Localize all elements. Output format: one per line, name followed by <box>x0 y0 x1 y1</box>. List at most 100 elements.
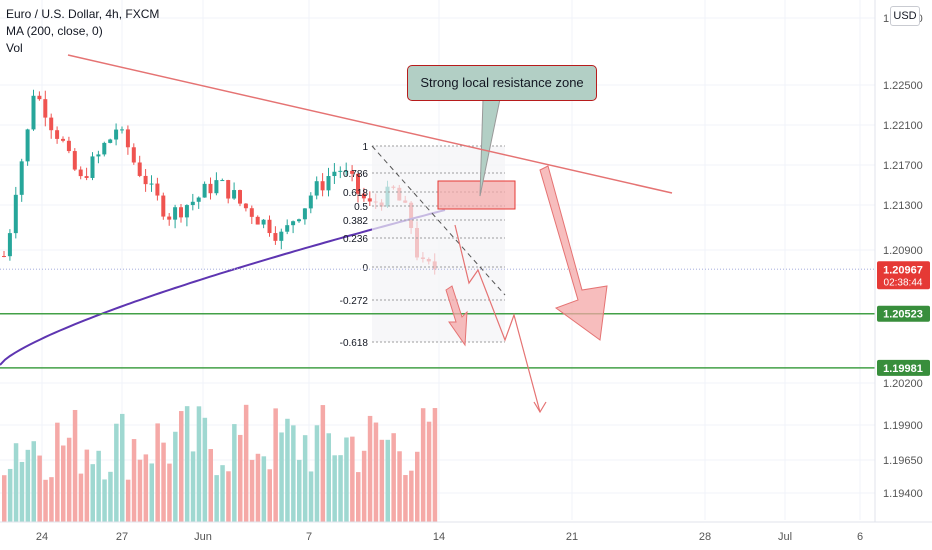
candle-body <box>226 180 231 199</box>
candle-body <box>320 181 325 191</box>
volume-bar <box>114 423 119 522</box>
time-axis-tick: Jul <box>778 531 792 543</box>
candle-body <box>285 225 290 232</box>
volume-bar <box>403 475 408 522</box>
volume-indicator-label[interactable]: Vol <box>6 41 23 55</box>
volume-bar <box>385 439 390 522</box>
projection-layer <box>445 165 608 414</box>
time-axis-tick: 28 <box>699 531 711 543</box>
ma-indicator-label[interactable]: MA (200, close, 0) <box>6 24 103 38</box>
volume-bar <box>367 415 373 522</box>
candle-body <box>43 99 48 118</box>
price-label: 1.19981 <box>883 363 923 375</box>
candle-body <box>125 129 130 148</box>
volume-bar <box>279 432 284 522</box>
time-axis-tick: 14 <box>433 531 445 543</box>
fib-level-label: 0 <box>362 263 368 274</box>
candle-body <box>184 205 189 218</box>
volume-bar <box>137 459 143 522</box>
volume-bar <box>179 411 184 522</box>
symbol-title[interactable]: Euro / U.S. Dollar, 4h, FXCM <box>6 7 160 21</box>
volume-bar <box>361 450 367 522</box>
fib-area <box>372 146 505 342</box>
volume-bar <box>155 423 160 522</box>
time-axis-tick: Jun <box>194 531 212 543</box>
large-down-arrow <box>539 165 608 341</box>
volume-bar <box>214 475 219 522</box>
candles-layer <box>2 89 437 275</box>
candle-body <box>96 154 101 157</box>
fib-level-label: 0.5 <box>354 202 368 213</box>
time-axis-tick: 7 <box>306 531 312 543</box>
candle-body <box>367 198 372 202</box>
volume-bar <box>49 477 54 522</box>
price-label: 1.20967 <box>883 264 923 276</box>
candle-body <box>302 208 307 220</box>
volume-bar <box>255 453 261 522</box>
volume-bar <box>173 431 178 522</box>
candle-body <box>232 190 237 199</box>
candle-body <box>137 162 142 176</box>
volume-bar <box>125 479 131 522</box>
volume-bar <box>167 463 172 522</box>
candle-body <box>255 216 260 225</box>
candle-body <box>102 142 107 155</box>
volume-bar <box>338 455 343 522</box>
volume-bar <box>420 408 426 522</box>
projection-path <box>454 224 541 413</box>
price-axis-tick: 1.20900 <box>883 245 923 257</box>
candle-body <box>55 130 60 139</box>
volume-bar <box>37 455 42 522</box>
candle-body <box>161 195 166 217</box>
candle-body <box>31 95 36 130</box>
volume-layer <box>2 404 438 522</box>
countdown-label: 02:38:44 <box>884 277 923 288</box>
volume-bar <box>273 408 278 522</box>
volume-bar <box>356 472 361 522</box>
candle-body <box>249 208 254 217</box>
candle-body <box>344 170 349 172</box>
volume-bar <box>332 455 337 522</box>
price-axis-tick: 1.19900 <box>883 420 923 432</box>
candle-body <box>173 207 178 220</box>
fib-level-label: -0.272 <box>340 296 369 307</box>
price-axis-tick: 1.20200 <box>883 378 923 390</box>
volume-bar <box>43 479 48 522</box>
volume-bar <box>320 405 326 522</box>
price-label-bg <box>877 305 930 322</box>
volume-bar <box>285 418 290 522</box>
volume-bar <box>78 473 84 522</box>
volume-bar <box>415 451 420 522</box>
candle-body <box>356 173 360 194</box>
candle-body <box>361 193 366 199</box>
volume-bar <box>232 424 237 522</box>
moving-average-line <box>0 209 446 366</box>
volume-bar <box>120 413 125 522</box>
candle-body <box>243 203 248 209</box>
candle-body <box>25 129 30 162</box>
volume-bar <box>7 468 13 522</box>
resistance-annotation[interactable]: Strong local resistance zone <box>407 65 597 101</box>
candle-body <box>179 207 183 218</box>
volume-bar <box>13 443 19 522</box>
fib-level-label: -0.618 <box>340 338 369 349</box>
time-axis: 24 27 Jun 7 14 21 28 Jul 6 <box>0 521 932 550</box>
time-axis-tick: 6 <box>857 531 863 543</box>
candle-body <box>19 161 24 195</box>
volume-bar <box>373 422 379 522</box>
volume-bar <box>409 470 414 522</box>
volume-bar <box>314 425 320 522</box>
candle-body <box>13 194 18 234</box>
price-axis-tick: 1.21300 <box>883 200 923 212</box>
candle-body <box>72 151 77 170</box>
candle-body <box>350 170 355 174</box>
currency-button[interactable]: USD <box>890 6 920 26</box>
volume-bar <box>249 459 255 522</box>
volume-bar <box>297 459 302 522</box>
candle-body <box>214 180 219 194</box>
candle-body <box>90 156 95 178</box>
candle-body <box>61 138 65 141</box>
volume-bar <box>108 471 113 522</box>
